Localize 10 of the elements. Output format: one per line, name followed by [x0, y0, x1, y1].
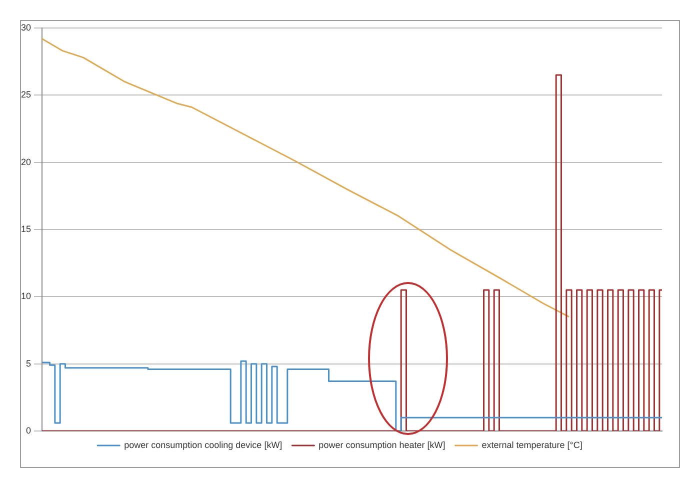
- y-tick-label: 0: [26, 425, 32, 436]
- y-tick-label: 15: [20, 224, 32, 234]
- legend-label: power consumption cooling device [kW]: [124, 440, 282, 450]
- y-tick-label: 10: [20, 291, 32, 302]
- y-tick-label: 20: [20, 156, 32, 167]
- y-tick-label: 30: [20, 22, 32, 32]
- legend-label: power consumption heater [kW]: [318, 440, 446, 450]
- legend-label: external temperature [°C]: [482, 440, 582, 450]
- y-tick-label: 5: [26, 358, 32, 368]
- y-tick-label: 25: [20, 90, 32, 100]
